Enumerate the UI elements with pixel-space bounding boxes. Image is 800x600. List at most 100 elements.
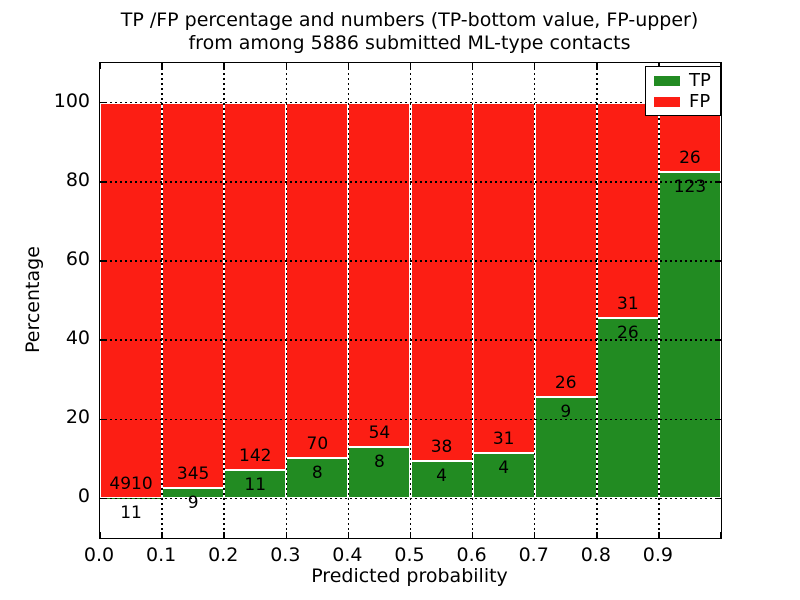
x-tick-mark	[161, 532, 163, 538]
x-tick-mark	[596, 532, 598, 538]
tp-count-label-7: 9	[560, 401, 572, 422]
legend-label-fp: FP	[689, 91, 711, 112]
fp-count-label-3: 70	[306, 433, 329, 454]
fp-count-label-6: 31	[492, 429, 515, 450]
bar-segment-tp-9	[658, 171, 721, 499]
x-tick-label-0.1: 0.1	[145, 544, 177, 566]
gridline-x-0.1	[161, 63, 163, 538]
gridline-y-80	[100, 181, 721, 183]
y-tick-label-80: 80	[65, 168, 90, 191]
gridline-x-0.5	[409, 63, 412, 538]
fp-count-label-5: 38	[430, 436, 453, 457]
y-axis-title: Percentage	[22, 246, 44, 353]
chart-title-line2: from among 5886 submitted ML-type contac…	[188, 32, 631, 54]
x-tick-mark	[285, 532, 288, 538]
tp-count-label-3: 8	[311, 462, 323, 483]
legend-label-tp: TP	[689, 70, 711, 91]
gridline-x-0.8	[596, 63, 598, 538]
legend: TP FP	[645, 66, 721, 116]
y-tick-label-0: 0	[77, 485, 90, 508]
y-tick-mark	[100, 418, 106, 420]
gridline-x-0.7	[533, 63, 536, 538]
fp-count-label-9: 26	[679, 147, 701, 168]
x-tick-label-0.6: 0.6	[456, 544, 487, 566]
gridline-y-40	[100, 339, 721, 341]
bar-segment-fp-7	[534, 102, 597, 397]
legend-swatch-fp-icon	[654, 96, 680, 107]
y-tick-mark	[100, 181, 106, 183]
y-tick-label-20: 20	[65, 406, 90, 429]
x-tick-label-0.3: 0.3	[270, 544, 301, 566]
x-tick-mark	[471, 532, 474, 538]
y-tick-mark	[100, 101, 106, 104]
tp-count-label-6: 4	[498, 458, 510, 479]
fp-count-label-4: 54	[368, 423, 391, 444]
legend-swatch-tp-icon	[654, 75, 680, 86]
x-tick-mark	[347, 63, 350, 69]
x-tick-mark	[161, 63, 163, 69]
x-tick-mark	[223, 63, 225, 69]
tp-count-label-8: 26	[617, 322, 639, 343]
y-tick-mark	[100, 260, 106, 262]
bar-segment-tp-4	[348, 447, 411, 499]
chart-title-line1: TP /FP percentage and numbers (TP-bottom…	[120, 9, 699, 31]
gridline-x-0.3	[285, 63, 288, 538]
x-tick-mark	[285, 63, 288, 69]
x-tick-mark	[99, 532, 101, 538]
x-tick-mark	[409, 63, 412, 69]
y-tick-mark	[715, 339, 721, 341]
gridline-x-0.6	[471, 63, 474, 538]
x-tick-mark	[471, 63, 474, 69]
tp-count-label-9: 123	[673, 176, 707, 197]
x-tick-mark	[719, 532, 721, 538]
gridline-y-20	[100, 418, 721, 420]
x-tick-mark	[658, 532, 660, 538]
fp-count-label-8: 31	[617, 293, 639, 314]
gridline-y-100	[100, 101, 721, 104]
gridline-y-0	[100, 497, 721, 500]
tp-count-label-4: 8	[374, 452, 385, 473]
x-tick-label-0.9: 0.9	[642, 544, 673, 566]
bar-segment-fp-1	[162, 102, 225, 489]
tp-count-label-1: 9	[187, 493, 199, 514]
y-tick-label-100: 100	[53, 89, 90, 112]
plot-area: 4910 11 345 9 142 11 70 8 54 8 38 4 31 4 26 9 31 26 26 123	[99, 62, 722, 539]
bar-segment-fp-4	[348, 102, 411, 448]
tp-count-label-5: 4	[436, 465, 447, 486]
x-tick-mark	[347, 532, 350, 538]
bar-segment-fp-5	[410, 102, 473, 461]
fp-count-label-7: 26	[554, 372, 577, 393]
y-tick-mark	[715, 497, 721, 500]
bar-segment-fp-0	[100, 102, 163, 498]
fp-count-label-1: 345	[176, 464, 210, 485]
bar-segment-fp-3	[286, 102, 349, 458]
bar-segment-tp-7	[534, 396, 597, 499]
y-tick-mark	[715, 418, 721, 420]
x-tick-mark	[99, 63, 101, 69]
gridline-x-0.2	[223, 63, 225, 538]
x-tick-label-0.7: 0.7	[518, 544, 549, 566]
bar-segment-fp-8	[596, 102, 659, 318]
x-tick-label-0.4: 0.4	[332, 544, 363, 566]
y-tick-mark	[715, 181, 721, 183]
y-tick-label-60: 60	[65, 247, 90, 270]
y-tick-label-40: 40	[65, 327, 90, 350]
bar-segment-fp-6	[472, 102, 535, 454]
x-tick-mark	[533, 63, 536, 69]
x-tick-label-0.5: 0.5	[394, 544, 425, 566]
x-tick-mark	[409, 532, 412, 538]
x-axis-title: Predicted probability	[311, 565, 508, 587]
x-tick-label-0.2: 0.2	[208, 544, 239, 566]
y-tick-mark	[100, 339, 106, 341]
bar-segment-tp-5	[410, 460, 473, 499]
fp-count-label-0: 4910	[109, 473, 153, 494]
x-tick-label-0.8: 0.8	[580, 544, 611, 566]
chart-title: TP /FP percentage and numbers (TP-bottom…	[99, 9, 720, 55]
tp-count-label-2: 11	[244, 474, 267, 495]
x-tick-label-0.0: 0.0	[83, 544, 115, 566]
legend-item-fp: FP	[654, 92, 711, 111]
bar-segment-tp-8	[596, 317, 659, 499]
fp-count-label-2: 142	[239, 445, 272, 466]
x-tick-mark	[596, 63, 598, 69]
